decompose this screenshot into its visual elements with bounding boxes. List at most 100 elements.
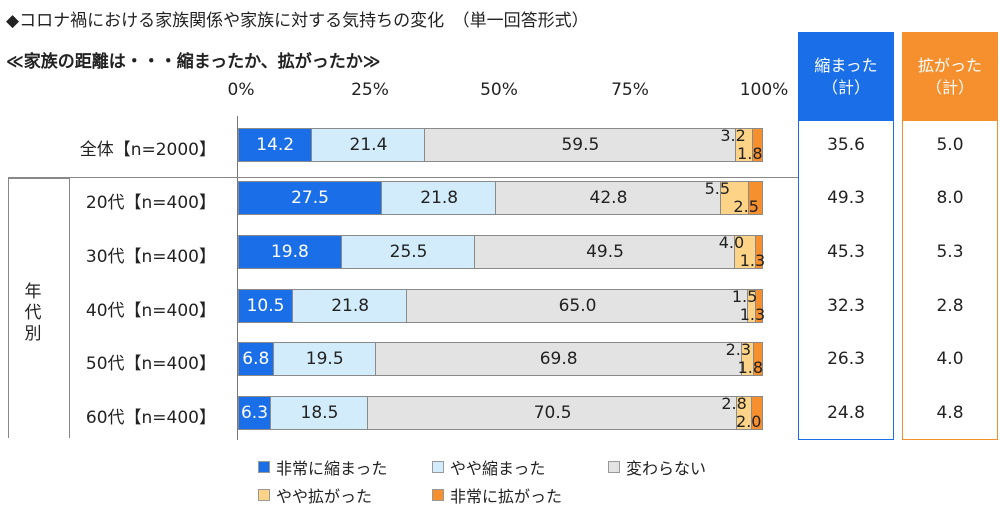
data-label: 6.3 — [240, 403, 269, 423]
widened-total-value: 8.0 — [936, 188, 964, 208]
data-label: 70.5 — [533, 403, 572, 423]
stacked-bar: 19.8 25.5 49.5 4.0 1.3 — [238, 234, 766, 270]
stacked-bar: 6.3 18.5 70.5 2.8 2.0 — [238, 394, 763, 431]
chart-title: ◆コロナ禍における家族関係や家族に対する気持ちの変化 （単一回答形式） — [6, 11, 589, 31]
data-label: 1.3 — [739, 251, 766, 270]
shrunk-total-value: 49.3 — [827, 188, 865, 208]
data-label: 3.2 — [720, 126, 746, 145]
data-label: 19.5 — [305, 349, 344, 369]
column-widened-total: 拡がった （計） — [902, 32, 998, 440]
legend-swatch — [258, 461, 270, 473]
bar-segment — [741, 342, 754, 376]
row-label: 30代【n=400】 — [85, 247, 216, 267]
bar-segment — [755, 289, 763, 323]
legend-item: 非常に拡がった — [432, 483, 562, 507]
bar-segment — [238, 289, 294, 323]
column-shrunk-title: 縮まった — [814, 56, 878, 75]
shrunk-total-value: 32.3 — [827, 296, 865, 316]
data-label: 21.8 — [331, 296, 370, 316]
stacked-bar: 10.5 21.8 65.0 1.5 1.3 — [238, 287, 766, 324]
bar-segment — [737, 396, 753, 430]
widened-total-value: 2.8 — [936, 296, 964, 316]
x-tick-100: 100% — [739, 80, 789, 100]
bar-segment — [424, 128, 737, 162]
bar-segment — [293, 289, 408, 323]
legend-label: 非常に拡がった — [450, 487, 563, 506]
legend-swatch — [258, 489, 270, 501]
shrunk-total-value: 35.6 — [827, 135, 865, 155]
bar-segment — [475, 235, 735, 269]
legend-swatch — [608, 461, 620, 473]
x-tick-75: 75% — [611, 80, 649, 100]
data-label: 59.5 — [561, 135, 600, 155]
bar-segment — [238, 235, 342, 269]
data-label: 6.8 — [242, 349, 270, 369]
column-widened-subtitle: （計） — [925, 78, 974, 97]
x-tick-0: 0% — [227, 80, 255, 100]
bar-segment — [749, 181, 763, 215]
chart-subtitle: ≪家族の距離は・・・縮まったか、拡がったか≫ — [6, 52, 381, 72]
row-label: 40代【n=400】 — [85, 301, 216, 321]
data-label: 1.8 — [737, 358, 764, 377]
x-tick-25: 25% — [351, 80, 389, 100]
bar-segment — [734, 235, 756, 269]
column-widened-title: 拡がった — [917, 56, 982, 75]
data-label: 1.8 — [737, 144, 763, 163]
bar-segment — [238, 181, 383, 215]
data-label: 42.8 — [589, 188, 628, 208]
bar-segment — [312, 128, 425, 162]
column-widened-header: 拡がった （計） — [903, 33, 997, 121]
data-label: 69.8 — [539, 349, 578, 369]
data-label: 5.5 — [704, 179, 731, 198]
legend-swatch — [432, 489, 444, 501]
shrunk-total-value: 26.3 — [827, 349, 865, 369]
data-label: 19.8 — [270, 242, 309, 262]
data-label: 21.4 — [349, 135, 388, 155]
legend-item: やや縮まった — [432, 455, 545, 479]
shrunk-total-value: 45.3 — [827, 242, 865, 262]
legend-label: 変わらない — [626, 459, 707, 478]
widened-total-value: 5.0 — [936, 135, 964, 155]
row-label: 60代【n=400】 — [85, 408, 216, 428]
data-label: 1.3 — [739, 305, 766, 324]
data-label: 2.5 — [733, 197, 759, 216]
shrunk-total-value: 24.8 — [827, 403, 865, 423]
data-label: 2.8 — [721, 394, 747, 413]
widened-total-value: 4.8 — [936, 403, 964, 423]
stacked-bar: 27.5 21.8 42.8 5.5 2.5 — [238, 179, 763, 216]
stacked-bar: 14.2 21.4 59.5 3.2 1.8 — [238, 126, 763, 163]
data-label: 2.0 — [736, 412, 762, 431]
data-label: 65.0 — [558, 296, 597, 316]
legend-item: やや拡がった — [258, 483, 372, 507]
stacked-bar: 6.8 19.5 69.8 2.3 1.8 — [238, 341, 764, 377]
data-label: 14.2 — [256, 135, 295, 155]
column-shrunk-header: 縮まった （計） — [799, 33, 893, 121]
x-tick-50: 50% — [480, 80, 518, 100]
widened-total-value: 5.3 — [936, 242, 964, 262]
data-label: 21.8 — [420, 188, 459, 208]
column-shrunk-total: 縮まった （計） — [798, 32, 894, 440]
legend-label: やや拡がった — [276, 487, 373, 506]
bar-segment — [238, 396, 271, 430]
data-label: 27.5 — [291, 188, 329, 208]
bar-segment — [375, 342, 742, 376]
legend-label: やや縮まった — [450, 459, 546, 478]
bar-segment — [407, 289, 748, 323]
axis-line — [237, 116, 238, 440]
bar-segment — [273, 342, 376, 376]
row-label: 50代【n=400】 — [85, 354, 216, 374]
legend-item: 変わらない — [608, 455, 706, 479]
legend-swatch — [432, 461, 444, 473]
bar-segment — [755, 235, 763, 269]
age-group-label: 年代別 — [24, 282, 42, 344]
bar-segment — [720, 181, 750, 215]
bar-segment — [367, 396, 738, 430]
bar-segment — [736, 128, 754, 162]
legend-item: 非常に縮まった — [258, 455, 387, 479]
column-shrunk-subtitle: （計） — [821, 78, 870, 97]
bar-segment — [753, 128, 763, 162]
data-label: 1.5 — [731, 287, 758, 306]
bar-segment — [238, 342, 274, 376]
data-label: 49.5 — [586, 242, 624, 262]
overall-separator — [8, 177, 798, 178]
